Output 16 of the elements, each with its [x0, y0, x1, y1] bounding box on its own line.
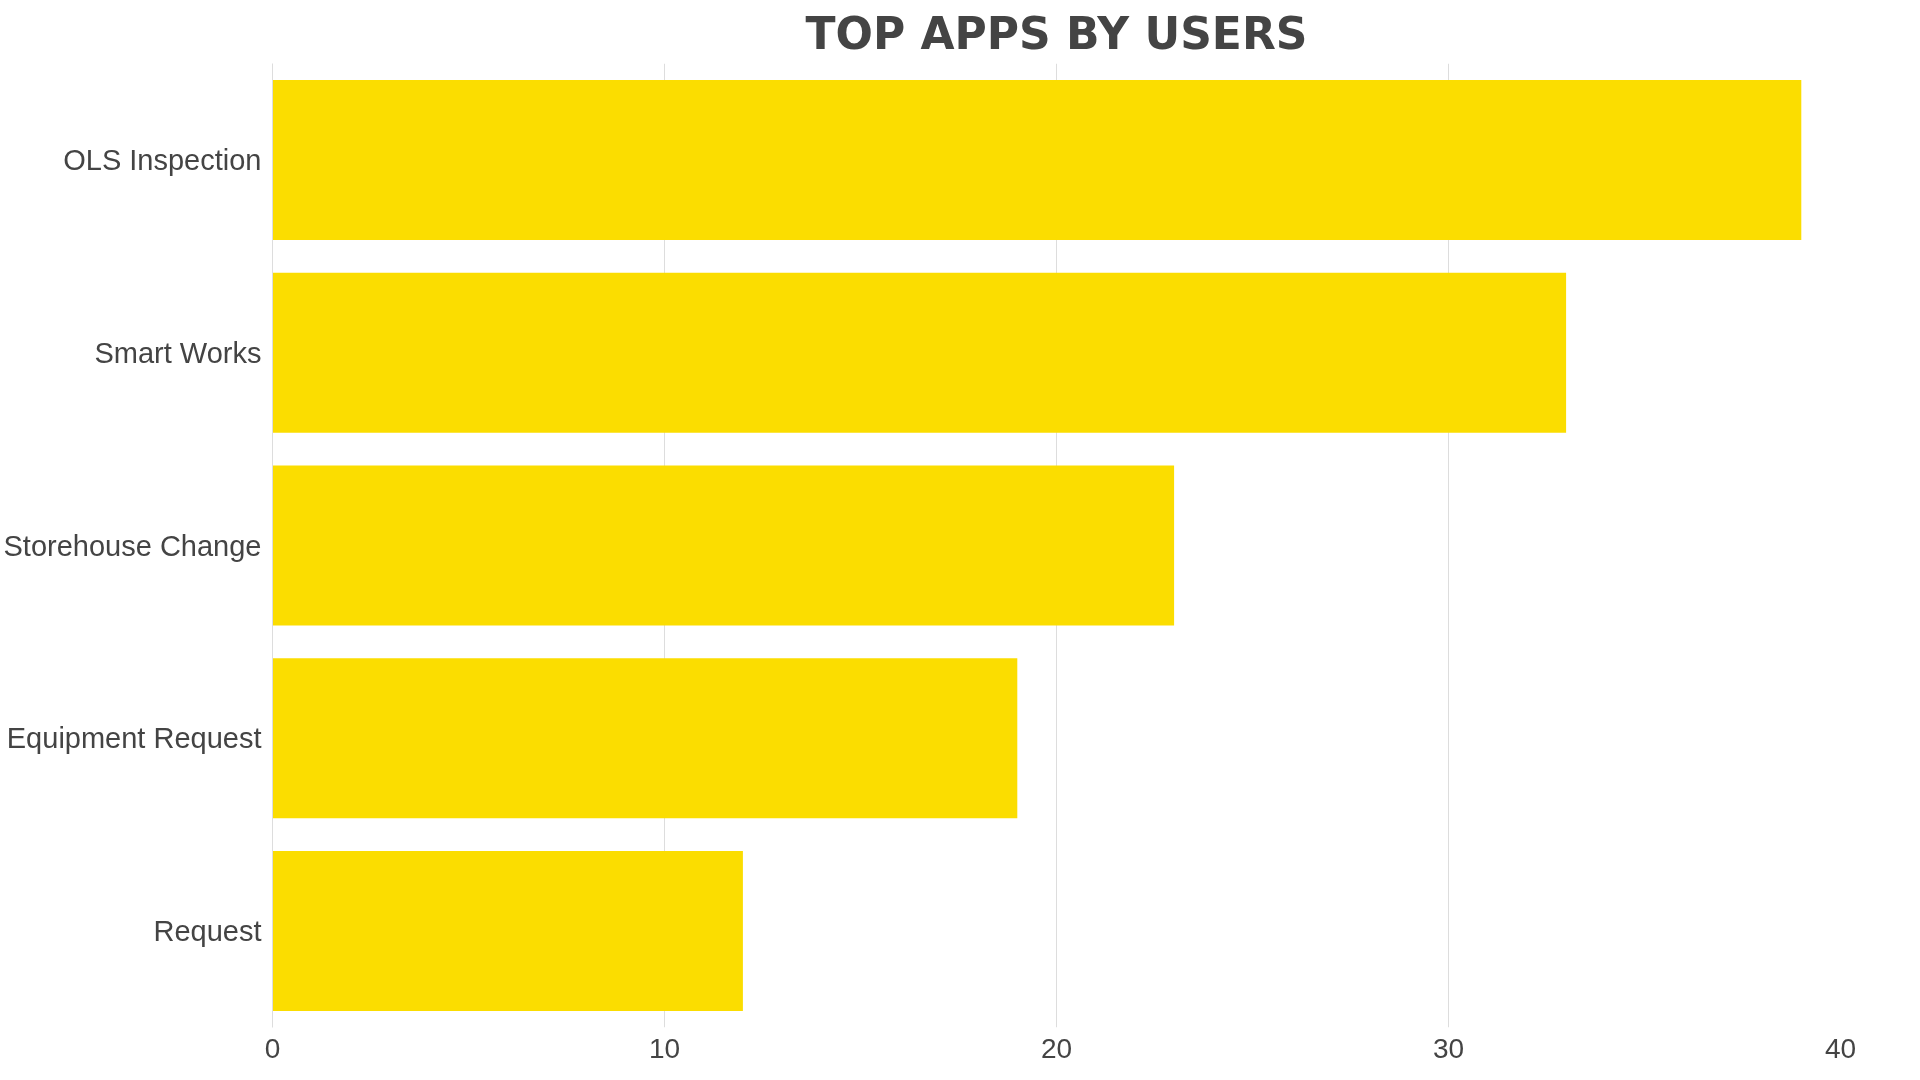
- bar: [272, 79, 1802, 240]
- y-tick-label: Request: [153, 915, 262, 948]
- bar: [272, 658, 1018, 819]
- y-tick-label: Smart Works: [94, 336, 262, 369]
- x-tick-label: 10: [648, 1032, 681, 1064]
- y-tick-label: Storehouse Change: [3, 529, 262, 562]
- x-tick-label: 40: [1824, 1032, 1857, 1064]
- chart-title: TOP APPS BY USERS: [805, 7, 1308, 59]
- bar: [272, 465, 1175, 626]
- y-tick-label: OLS Inspection: [63, 143, 262, 176]
- x-tick-label: 0: [264, 1032, 281, 1064]
- bar: [272, 272, 1567, 433]
- x-tick-label: 20: [1040, 1032, 1073, 1064]
- y-tick-label: Equipment Request: [6, 722, 262, 755]
- bar: [272, 851, 743, 1012]
- x-tick-label: 30: [1432, 1032, 1465, 1064]
